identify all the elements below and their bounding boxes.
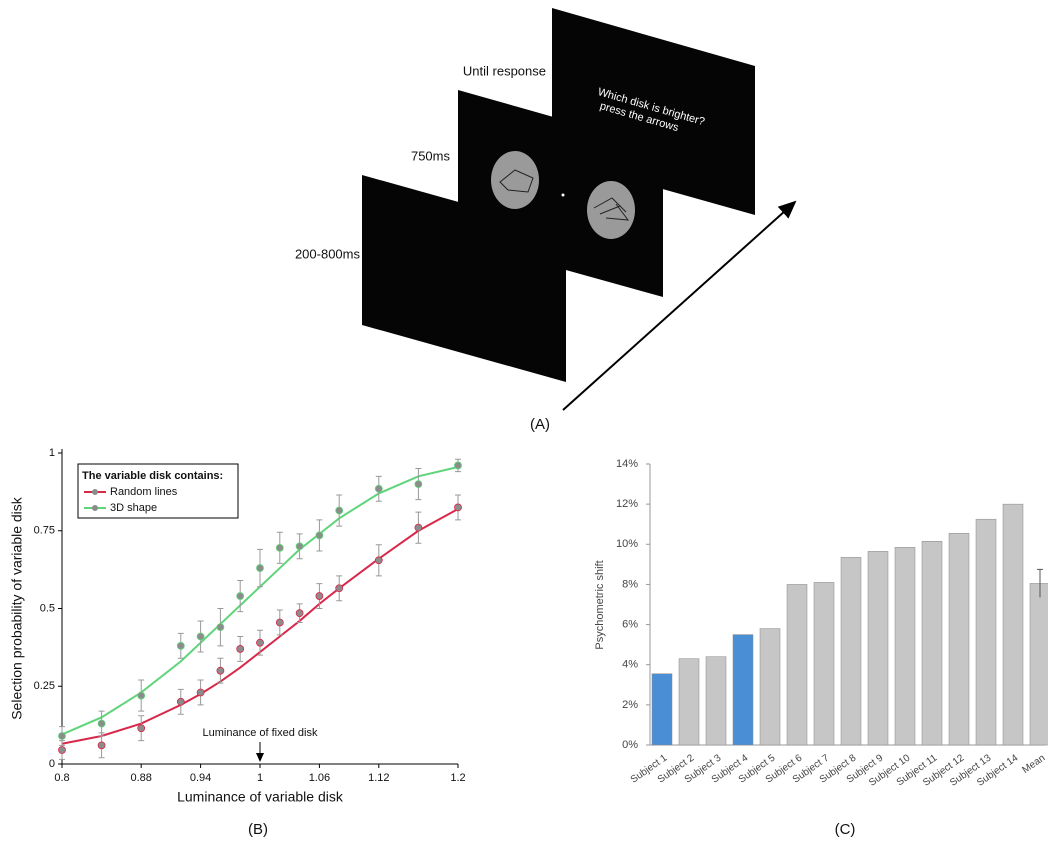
bar bbox=[975, 518, 997, 746]
error-bar bbox=[1037, 568, 1043, 598]
legend-label: Random lines bbox=[110, 486, 178, 498]
point bbox=[315, 592, 324, 600]
point bbox=[236, 645, 245, 653]
y-tick-label: 0.5 bbox=[40, 602, 55, 614]
panel-a: 200-800ms 750ms Until response Which dis… bbox=[295, 8, 797, 433]
bar bbox=[759, 628, 781, 746]
bar bbox=[840, 557, 862, 746]
point bbox=[176, 641, 185, 650]
point bbox=[137, 724, 146, 733]
y-axis-label: Selection probability of variable disk bbox=[9, 496, 25, 720]
bar bbox=[867, 551, 889, 746]
fixation bbox=[561, 193, 565, 197]
point bbox=[374, 556, 383, 565]
y-tick-label: 12% bbox=[616, 498, 638, 510]
bar bbox=[651, 673, 673, 746]
panel-b: 0 0.25 0.5 0.75 1 0.8 0.88 0.94 1 1.06 1.12 1.2 Lumi… bbox=[9, 447, 466, 838]
point bbox=[216, 666, 225, 675]
point bbox=[97, 741, 106, 750]
point bbox=[454, 503, 462, 512]
x-tick-label: 1.12 bbox=[368, 772, 389, 784]
y-tick-label: 10% bbox=[616, 538, 638, 550]
x-tick-label: 0.94 bbox=[190, 772, 211, 784]
step-label: Until response bbox=[463, 63, 546, 78]
annotation: Luminance of fixed disk bbox=[203, 727, 318, 739]
y-tick-label: 1 bbox=[49, 447, 55, 459]
point bbox=[454, 461, 462, 470]
point bbox=[196, 688, 205, 697]
fit-curve bbox=[61, 508, 459, 745]
bar bbox=[894, 547, 916, 746]
x-tick-label: 0.8 bbox=[54, 772, 69, 784]
point bbox=[414, 480, 423, 489]
x-tick-label: 1 bbox=[257, 772, 263, 784]
legend-marker bbox=[92, 489, 98, 495]
x-axis-label: Luminance of variable disk bbox=[177, 789, 344, 805]
point bbox=[58, 732, 66, 740]
step-label: 750ms bbox=[411, 148, 451, 163]
x-tick-label: 1.06 bbox=[309, 772, 330, 784]
bar bbox=[1002, 503, 1024, 746]
point bbox=[275, 543, 284, 552]
shape bbox=[499, 169, 534, 193]
point bbox=[216, 623, 225, 632]
y-axis-label: Psychometric shift bbox=[594, 560, 606, 649]
point bbox=[97, 719, 106, 728]
x-tick-label: 1.2 bbox=[450, 772, 465, 784]
point bbox=[196, 632, 205, 641]
y-tick-label: 0.25 bbox=[34, 680, 55, 692]
point bbox=[295, 609, 304, 618]
bar bbox=[786, 584, 808, 746]
panel-c: 0% 2% 4% 6% 8% 10% 12% 14% Psychometric shift (C)… bbox=[594, 458, 1048, 838]
bar bbox=[1029, 583, 1048, 746]
x-tick-label: 0.88 bbox=[130, 772, 151, 784]
disk bbox=[491, 151, 539, 209]
point bbox=[335, 506, 344, 515]
y-tick-label: 2% bbox=[622, 699, 638, 711]
y-tick-label: 8% bbox=[622, 578, 638, 590]
y-tick-label: 0 bbox=[49, 758, 55, 770]
point bbox=[236, 592, 245, 600]
panel-label: (C) bbox=[835, 821, 856, 838]
y-tick-label: 14% bbox=[616, 458, 638, 470]
bar bbox=[921, 541, 943, 746]
y-tick-label: 0% bbox=[622, 739, 638, 751]
point bbox=[256, 564, 264, 572]
x-tick-label: Mean bbox=[1020, 753, 1047, 776]
point bbox=[295, 542, 304, 551]
screen bbox=[362, 175, 566, 382]
time-arrow bbox=[562, 200, 797, 411]
legend-label: 3D shape bbox=[110, 502, 157, 514]
point bbox=[374, 484, 383, 493]
panel-label: (A) bbox=[530, 416, 550, 433]
point bbox=[58, 746, 66, 754]
bar bbox=[948, 532, 970, 746]
bar bbox=[678, 658, 700, 746]
y-tick-label: 6% bbox=[622, 618, 638, 630]
point bbox=[176, 697, 185, 706]
point bbox=[256, 638, 264, 647]
legend-marker bbox=[92, 505, 98, 511]
y-tick-label: 4% bbox=[622, 659, 638, 671]
point bbox=[315, 531, 324, 540]
point bbox=[414, 523, 423, 532]
step-label: 200-800ms bbox=[295, 246, 361, 261]
lines bbox=[593, 197, 630, 221]
bar bbox=[732, 634, 754, 746]
legend-title: The variable disk contains: bbox=[82, 470, 223, 482]
bar bbox=[813, 582, 835, 746]
point bbox=[275, 618, 284, 627]
y-tick-label: 0.75 bbox=[34, 525, 55, 537]
point bbox=[335, 584, 344, 593]
panel-label: (B) bbox=[248, 821, 268, 838]
bar bbox=[705, 656, 727, 746]
point bbox=[137, 691, 146, 700]
